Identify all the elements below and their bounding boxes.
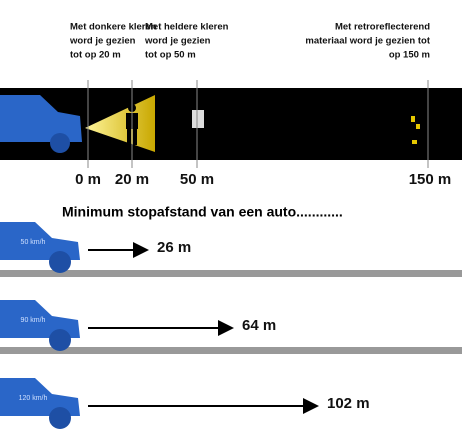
note-line: Met heldere kleren <box>145 22 229 33</box>
note-line: tot op 20 m <box>70 50 121 61</box>
infographic: Met donkere kleren word je gezien tot op 2… <box>0 0 462 432</box>
note-line: Met donkere kleren <box>70 22 157 33</box>
stopping-distance: 102 m <box>327 395 370 412</box>
note-line: materiaal word je gezien tot <box>305 36 430 47</box>
note-line: tot op 50 m <box>145 50 196 61</box>
separator <box>0 270 462 277</box>
distance-label: 0 m <box>75 171 101 188</box>
wheel <box>49 329 71 351</box>
stopping-distance: 64 m <box>242 317 276 334</box>
note-line: word je gezien <box>69 36 136 47</box>
distance-label: 50 m <box>180 171 214 188</box>
distance-label: 20 m <box>115 171 149 188</box>
note-line: word je gezien <box>144 36 211 47</box>
wheel <box>50 133 70 153</box>
speed-label: 90 km/h <box>21 317 46 324</box>
pedestrian-light <box>192 110 204 128</box>
wheel <box>49 407 71 429</box>
speed-label: 50 km/h <box>21 239 46 246</box>
note-line: op 150 m <box>389 50 430 61</box>
distance-label: 150 m <box>409 171 452 188</box>
stopping-title: Minimum stopafstand van een auto........… <box>62 204 343 220</box>
wheel <box>49 251 71 273</box>
stopping-distance: 26 m <box>157 239 191 256</box>
separator <box>0 347 462 354</box>
note-line: Met retroreflecterend <box>335 22 430 33</box>
speed-label: 120 km/h <box>19 395 48 402</box>
